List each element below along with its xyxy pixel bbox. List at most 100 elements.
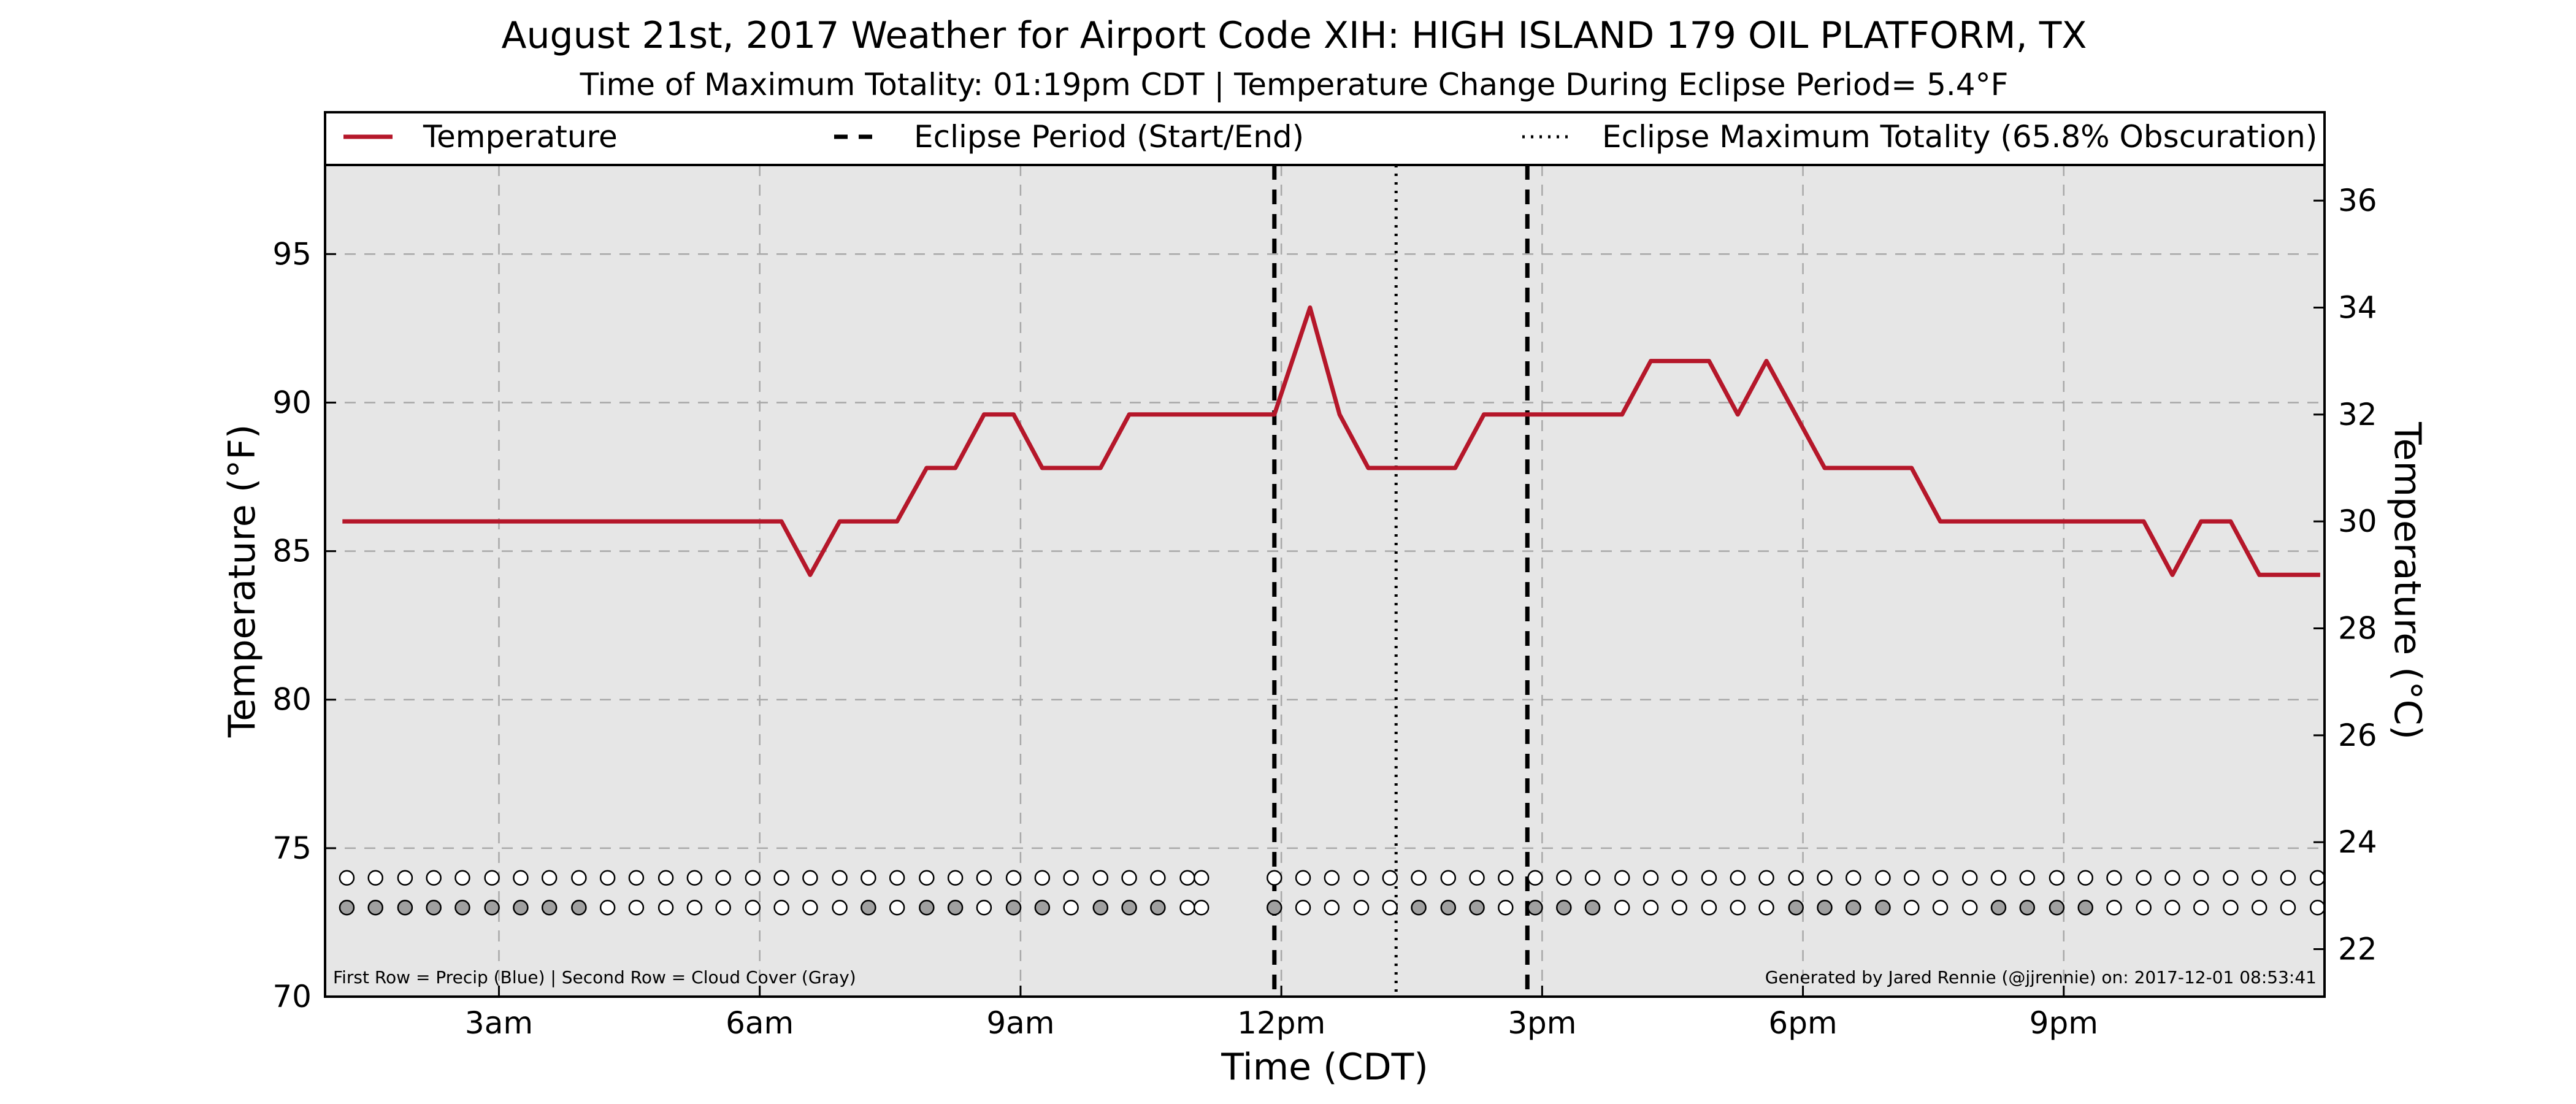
precip-marker [2223,870,2239,886]
x-tick-label: 9pm [2030,1005,2098,1041]
precip-marker [2077,870,2093,886]
precip-marker [889,870,905,886]
precip-marker [628,870,645,886]
precip-marker [1671,870,1688,886]
cloud-marker [2280,899,2296,916]
precip-marker [367,870,383,886]
cloud-marker [367,899,383,916]
precip-marker [1411,870,1427,886]
plot-area [325,165,2325,997]
cloud-marker [2019,899,2036,916]
x-tick-label: 6pm [1768,1005,1837,1041]
precip-marker [1903,870,1920,886]
cloud-marker [1643,899,1659,916]
precip-marker [1758,870,1774,886]
precip-marker [1846,870,1861,886]
cloud-marker [1179,899,1195,916]
precip-marker [454,870,470,886]
precip-marker [571,870,587,886]
cloud-marker [657,899,674,916]
cloud-marker [1498,899,1514,916]
precip-marker [1730,870,1746,886]
cloud-marker [1614,899,1630,916]
precip-marker [1788,870,1804,886]
x-tick-label: 12pm [1237,1005,1325,1041]
cloud-marker [2193,899,2209,916]
cloud-marker [1295,899,1311,916]
cloud-marker [1846,899,1861,916]
precip-marker [1092,870,1109,886]
cloud-marker [1063,899,1079,916]
cloud-marker [1353,899,1370,916]
cloud-marker [1903,899,1920,916]
cloud-marker [802,899,818,916]
y-right-tick-label: 22 [2338,932,2377,967]
cloud-marker [2136,899,2152,916]
cloud-marker [1267,899,1282,916]
cloud-marker [1382,899,1398,916]
x-tick-label: 3pm [1508,1005,1576,1041]
cloud-marker [1875,899,1891,916]
cloud-marker [426,899,442,916]
cloud-marker [1121,899,1137,916]
precip-marker [1353,870,1370,886]
cloud-marker [2106,899,2122,916]
precip-marker [2280,870,2296,886]
temperature-line [342,305,2320,577]
chart-title: August 21st, 2017 Weather for Airport Co… [501,14,2087,57]
precip-marker [745,870,761,886]
precip-marker [1701,870,1717,886]
y-tick-label: 80 [272,682,312,718]
cloud-marker [454,899,470,916]
cloud-marker [1034,899,1051,916]
legend-eclipse-period-label: Eclipse Period (Start/End) [914,119,1304,155]
axes: 3am 6am 9am 12pm 3pm 6pm 9pm 70 75 80 85 90 95 22 24 26… [272,183,2377,1041]
precip-marker [484,870,500,886]
x-axis-label: Time (CDT) [1221,1046,1428,1089]
precip-marker [2193,870,2209,886]
cloud-marker [628,899,645,916]
cloud-marker [1150,899,1166,916]
cloud-marker [541,899,558,916]
x-tick-label: 3am [465,1005,533,1041]
cloud-marker [1527,899,1543,916]
cloud-marker [339,899,355,916]
cloud-marker [484,899,500,916]
precip-marker [1382,870,1398,886]
precip-marker [832,870,848,886]
precip-marker [1614,870,1630,886]
legend-box [324,111,2326,166]
cloud-marker [715,899,731,916]
precip-marker [686,870,703,886]
eclipse-lines [1272,165,1530,997]
precip-marker [1498,870,1514,886]
precip-marker [2309,870,2326,886]
cloud-marker [1817,899,1833,916]
precip-marker [1584,870,1601,886]
precip-marker [2251,870,2267,886]
grid [325,165,2325,997]
y-right-tick-label: 26 [2338,718,2377,753]
precip-marker [773,870,789,886]
x-tick-label: 6am [726,1005,794,1041]
y-right-tick-label: 30 [2338,504,2377,539]
precip-marker [1295,870,1311,886]
cloud-marker [686,899,703,916]
cloud-marker [1005,899,1022,916]
cloud-marker [861,899,876,916]
cloud-marker [2077,899,2093,916]
precip-marker [1121,870,1137,886]
footnote-right: Generated by Jared Rennie (@jjrennie) on… [1765,967,2317,987]
cloud-marker [1324,899,1340,916]
precip-marker [1193,870,1209,886]
precip-marker [861,870,876,886]
y-tick-label: 95 [272,236,312,272]
precip-marker [1990,870,2007,886]
chart-subtitle: Time of Maximum Totality: 01:19pm CDT | … [580,67,2009,102]
precip-marker [1440,870,1457,886]
cloud-marker [1556,899,1572,916]
cloud-marker [889,899,905,916]
y-tick-label: 85 [272,534,312,569]
legend-eclipse-max-label: Eclipse Maximum Totality (65.8% Obscurat… [1602,119,2317,155]
precip-marker [2049,870,2065,886]
